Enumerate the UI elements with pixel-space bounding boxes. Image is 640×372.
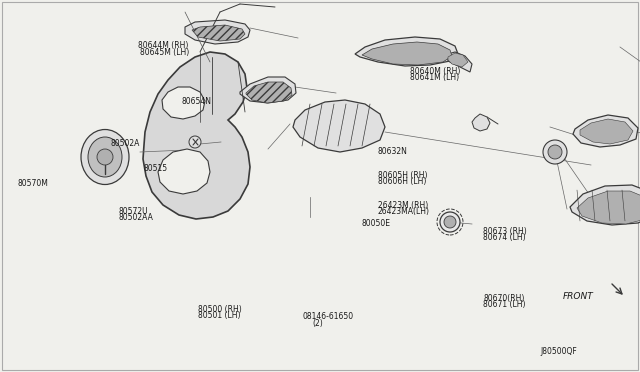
Text: 80502AA: 80502AA xyxy=(118,214,153,222)
Polygon shape xyxy=(573,115,638,147)
Polygon shape xyxy=(185,20,250,44)
Text: 80640M (RH): 80640M (RH) xyxy=(410,67,460,76)
Text: 80654N: 80654N xyxy=(181,97,211,106)
Text: 80572U: 80572U xyxy=(118,207,148,216)
Circle shape xyxy=(189,136,201,148)
Text: 80671 (LH): 80671 (LH) xyxy=(483,300,525,309)
Text: 80502A: 80502A xyxy=(110,139,140,148)
Text: 80570M: 80570M xyxy=(17,179,48,187)
Text: J80500QF: J80500QF xyxy=(541,347,577,356)
Circle shape xyxy=(548,145,562,159)
Text: 80641M (LH): 80641M (LH) xyxy=(410,73,459,82)
Polygon shape xyxy=(158,149,210,194)
Text: 80645M (LH): 80645M (LH) xyxy=(140,48,189,57)
Polygon shape xyxy=(580,119,633,144)
Circle shape xyxy=(440,212,460,232)
Text: 80500 (RH): 80500 (RH) xyxy=(198,305,242,314)
Ellipse shape xyxy=(88,137,122,177)
Text: 26423M (RH): 26423M (RH) xyxy=(378,201,428,210)
Text: 08146-61650: 08146-61650 xyxy=(302,312,353,321)
Polygon shape xyxy=(162,87,205,119)
Text: 26423MA(LH): 26423MA(LH) xyxy=(378,207,429,216)
Text: 80670(RH): 80670(RH) xyxy=(483,294,525,303)
Circle shape xyxy=(543,140,567,164)
Ellipse shape xyxy=(81,129,129,185)
Text: 80632N: 80632N xyxy=(378,147,408,156)
Text: 80606H (LH): 80606H (LH) xyxy=(378,177,426,186)
Polygon shape xyxy=(362,42,452,65)
Polygon shape xyxy=(293,100,385,152)
Text: 80644M (RH): 80644M (RH) xyxy=(138,41,189,50)
Polygon shape xyxy=(448,53,468,67)
Circle shape xyxy=(444,216,456,228)
Polygon shape xyxy=(143,52,250,219)
Text: 80515: 80515 xyxy=(143,164,168,173)
Text: FRONT: FRONT xyxy=(563,292,594,301)
Polygon shape xyxy=(448,52,472,72)
Text: 80605H (RH): 80605H (RH) xyxy=(378,171,427,180)
Circle shape xyxy=(97,149,113,165)
Polygon shape xyxy=(472,114,490,131)
Text: 80674 (LH): 80674 (LH) xyxy=(483,233,526,242)
Polygon shape xyxy=(577,191,640,224)
Polygon shape xyxy=(240,77,296,103)
Polygon shape xyxy=(192,25,245,41)
Text: 80673 (RH): 80673 (RH) xyxy=(483,227,527,236)
Polygon shape xyxy=(355,37,458,66)
Polygon shape xyxy=(570,185,640,225)
Text: 80501 (LH): 80501 (LH) xyxy=(198,311,241,320)
Text: (2): (2) xyxy=(312,319,323,328)
Polygon shape xyxy=(246,82,292,103)
Text: 80050E: 80050E xyxy=(362,219,390,228)
